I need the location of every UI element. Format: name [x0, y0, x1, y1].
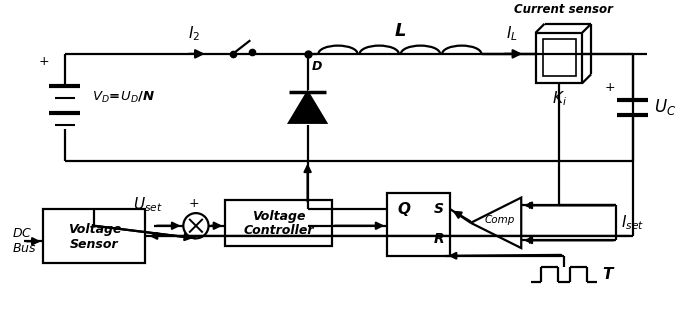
Bar	[43, 209, 145, 263]
Text: $\boldsymbol{U_C}$: $\boldsymbol{U_C}$	[654, 97, 677, 117]
Bar	[225, 200, 332, 246]
Text: $\boldsymbol{I_L}$: $\boldsymbol{I_L}$	[506, 25, 517, 43]
Text: $+$: $+$	[604, 81, 615, 94]
Text: Comp: Comp	[485, 215, 515, 225]
Text: $+$: $+$	[188, 197, 199, 210]
Text: $\boldsymbol{T}$: $\boldsymbol{T}$	[602, 266, 615, 282]
Bar	[536, 33, 582, 83]
Text: $\boldsymbol{S}$: $\boldsymbol{S}$	[433, 202, 444, 216]
Text: $\boldsymbol{R}$: $\boldsymbol{R}$	[433, 232, 445, 246]
Bar	[543, 39, 575, 76]
Text: $\boldsymbol{U_{set}}$: $\boldsymbol{U_{set}}$	[133, 195, 162, 214]
Text: $-$: $-$	[210, 220, 222, 233]
Text: $+$: $+$	[524, 235, 534, 246]
Text: $\boldsymbol{K_i}$: $\boldsymbol{K_i}$	[551, 90, 566, 109]
Polygon shape	[471, 198, 521, 248]
Text: $\boldsymbol{L}$: $\boldsymbol{L}$	[394, 22, 406, 40]
Bar	[387, 193, 450, 256]
Text: $\boldsymbol{Q}$: $\boldsymbol{Q}$	[397, 200, 412, 218]
Text: Controller: Controller	[243, 224, 314, 237]
Text: $DC$: $DC$	[12, 227, 33, 240]
Text: $Bus$: $Bus$	[12, 242, 37, 255]
Text: Current sensor: Current sensor	[514, 3, 613, 16]
Polygon shape	[289, 92, 326, 123]
Text: $\boldsymbol{I_2}$: $\boldsymbol{I_2}$	[188, 25, 200, 43]
Text: Voltage: Voltage	[68, 223, 121, 236]
Text: $+$: $+$	[524, 200, 534, 211]
Text: Sensor: Sensor	[70, 238, 119, 251]
Text: $\boldsymbol{I_{set}}$: $\boldsymbol{I_{set}}$	[621, 213, 645, 232]
Text: $\boldsymbol{D}$: $\boldsymbol{D}$	[312, 60, 323, 73]
Text: Voltage: Voltage	[251, 209, 306, 222]
Text: $+$: $+$	[38, 55, 49, 68]
Text: $\boldsymbol{V_D\!=\!U_D/N}$: $\boldsymbol{V_D\!=\!U_D/N}$	[92, 90, 155, 105]
